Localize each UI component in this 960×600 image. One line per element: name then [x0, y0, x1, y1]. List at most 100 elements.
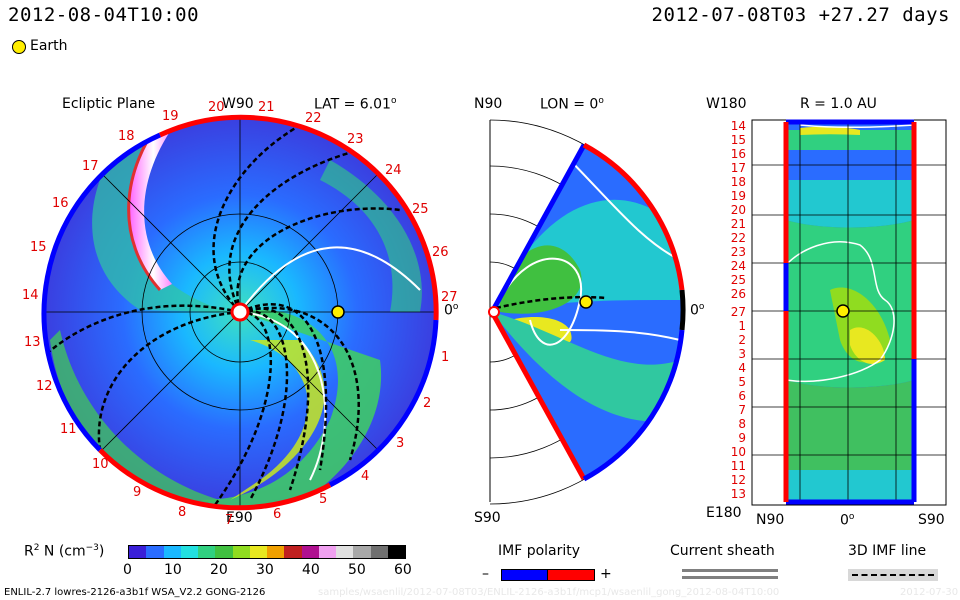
colorbar-segment [301, 546, 319, 558]
radial-top-left-label: W180 [706, 96, 747, 112]
meridional-top-label: N90 [474, 96, 503, 112]
current-sheath-title: Current sheath [670, 543, 775, 559]
earth-legend-icon [12, 40, 26, 54]
svg-text:15: 15 [30, 240, 47, 255]
right-timestamp: 2012-07-08T03 +27.27 days [651, 4, 950, 26]
colorbar-label: R2 N (cm−3) [24, 543, 105, 560]
current-sheath-line-1 [682, 569, 778, 572]
sun-marker [230, 302, 250, 322]
footer-path: samples/wsaenlil/2012-07-08T03/ENLIL-212… [318, 587, 780, 598]
svg-text:21: 21 [258, 100, 275, 115]
svg-text:1: 1 [738, 319, 746, 333]
meridional-lon-label: LON = 0o [540, 96, 604, 113]
svg-text:8: 8 [738, 417, 746, 431]
meridional-bottom-label: S90 [474, 510, 501, 526]
colorbar-tick-50: 50 [348, 562, 366, 578]
meridional-right-label: 0o [690, 302, 705, 319]
earth-marker-radial [836, 304, 850, 318]
earth-marker-meridional [579, 295, 593, 309]
colorbar-tick-40: 40 [302, 562, 320, 578]
svg-text:14: 14 [731, 119, 746, 133]
colorbar-segment [267, 546, 285, 558]
footer-model-info: ENLIL-2.7 lowres-2126-a3b1f WSA_V2.2 GON… [4, 587, 266, 598]
svg-text:19: 19 [162, 109, 179, 124]
imf-line-title: 3D IMF line [848, 543, 927, 559]
colorbar-segment [180, 546, 198, 558]
colorbar-segment [163, 546, 181, 558]
colorbar-segment [318, 546, 336, 558]
radial-bottom-n-label: N90 [756, 512, 785, 528]
colorbar-segment [146, 546, 164, 558]
svg-text:3: 3 [396, 436, 404, 451]
colorbar-tick-0: 0 [123, 562, 132, 578]
svg-text:19: 19 [731, 189, 746, 203]
svg-text:9: 9 [738, 431, 746, 445]
svg-text:11: 11 [60, 422, 77, 437]
radial-y-labels: 14 15 16 17 18 19 20 21 22 23 24 25 26 2… [731, 119, 746, 501]
svg-text:7: 7 [225, 513, 233, 528]
colorbar-segment [353, 546, 371, 558]
density-colorbar [128, 545, 406, 559]
colorbar-segment [198, 546, 216, 558]
svg-text:12: 12 [36, 379, 53, 394]
svg-text:25: 25 [412, 202, 429, 217]
svg-text:27: 27 [441, 290, 458, 305]
svg-text:7: 7 [738, 403, 746, 417]
svg-text:9: 9 [133, 485, 141, 500]
svg-text:10: 10 [731, 445, 746, 459]
colorbar-segment [129, 546, 147, 558]
left-timestamp: 2012-08-04T10:00 [8, 4, 200, 26]
imf-negative-swatch [501, 569, 549, 581]
imf-positive-swatch [547, 569, 595, 581]
svg-text:6: 6 [738, 389, 746, 403]
svg-text:13: 13 [24, 335, 41, 350]
colorbar-tick-10: 10 [164, 562, 182, 578]
imf-polarity-title: IMF polarity [498, 543, 581, 559]
svg-text:5: 5 [319, 492, 327, 507]
colorbar-segment [336, 546, 354, 558]
radial-r-label: R = 1.0 AU [800, 96, 877, 112]
ecliptic-title: Ecliptic Plane [62, 96, 156, 112]
ecliptic-lat-label: LAT = 6.01o [314, 96, 397, 113]
colorbar-segment [284, 546, 302, 558]
footer-date: 2012-07-30 [900, 587, 959, 598]
earth-legend-label: Earth [30, 38, 68, 54]
svg-text:18: 18 [731, 175, 746, 189]
svg-text:15: 15 [731, 133, 746, 147]
svg-text:16: 16 [52, 196, 69, 211]
svg-text:27: 27 [731, 305, 746, 319]
radial-bottom-mid-label: 0o [840, 512, 855, 529]
svg-text:11: 11 [731, 459, 746, 473]
svg-text:12: 12 [731, 473, 746, 487]
svg-text:23: 23 [347, 132, 364, 147]
colorbar-segment [232, 546, 250, 558]
imf-polarity-minus: – [482, 566, 489, 582]
radial-bottom-s-label: S90 [918, 512, 945, 528]
radial-bottom-left-label: E180 [706, 505, 742, 521]
svg-text:21: 21 [731, 217, 746, 231]
svg-text:8: 8 [178, 505, 186, 520]
colorbar-segment [387, 546, 405, 558]
svg-text:22: 22 [305, 111, 322, 126]
svg-text:26: 26 [432, 245, 449, 260]
svg-text:25: 25 [731, 273, 746, 287]
svg-text:23: 23 [731, 245, 746, 259]
earth-marker-ecliptic [331, 305, 345, 319]
svg-text:1: 1 [441, 350, 449, 365]
svg-text:6: 6 [273, 507, 281, 522]
colorbar-tick-30: 30 [256, 562, 274, 578]
svg-text:17: 17 [731, 161, 746, 175]
svg-text:22: 22 [731, 231, 746, 245]
svg-text:14: 14 [22, 288, 39, 303]
colorbar-segment [370, 546, 388, 558]
ecliptic-top-label: W90 [222, 96, 254, 112]
ecliptic-right-label: 0o [444, 302, 459, 319]
svg-text:20: 20 [208, 100, 225, 115]
svg-text:24: 24 [385, 163, 402, 178]
svg-text:10: 10 [92, 457, 109, 472]
ecliptic-bottom-label: E90 [226, 510, 253, 526]
carrington-labels: 19 20 21 22 23 24 25 26 27 1 2 3 4 5 6 7… [22, 100, 458, 528]
imf-line-swatch [848, 569, 938, 581]
